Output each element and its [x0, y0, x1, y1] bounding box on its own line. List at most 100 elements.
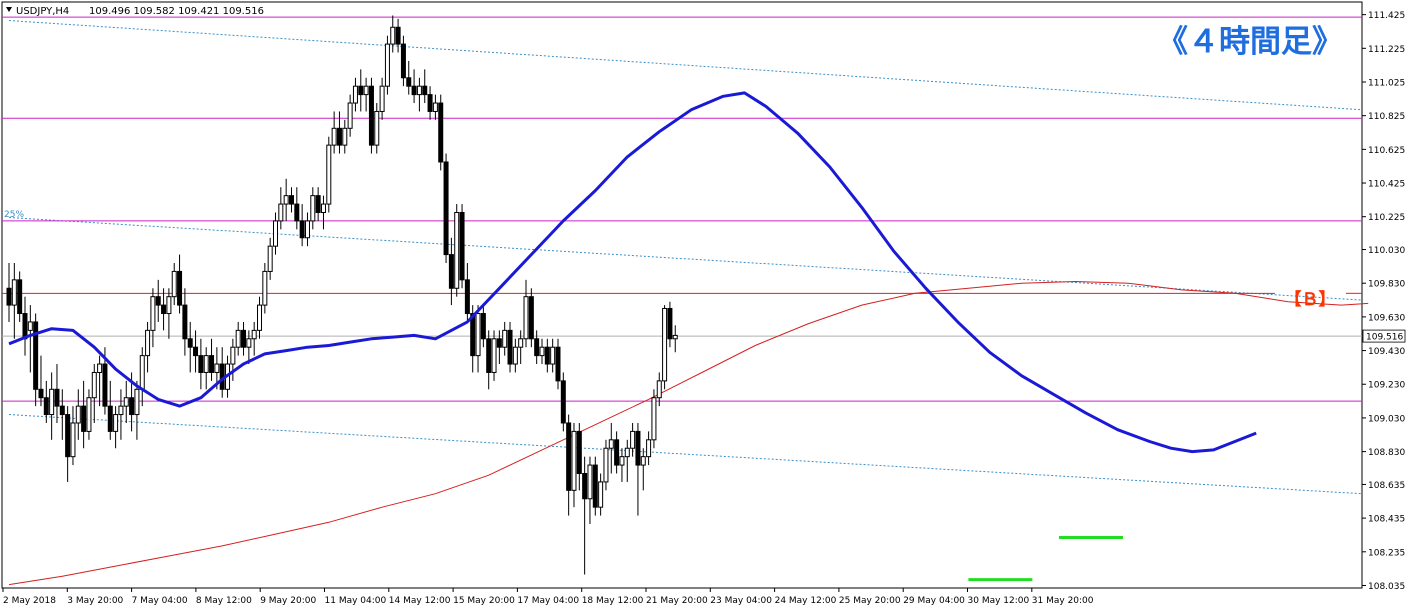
candle-body: [523, 296, 529, 340]
candle: [592, 456, 598, 516]
candle: [566, 414, 572, 516]
candle-body: [267, 245, 273, 272]
sma-fast-line: [8, 91, 1257, 454]
candle-body: [166, 296, 172, 315]
candle: [27, 305, 33, 373]
candle-body: [134, 388, 140, 416]
candle-body: [502, 329, 508, 348]
candle-body: [187, 338, 193, 348]
candle-body: [6, 287, 12, 306]
candle: [262, 263, 268, 314]
candle: [496, 330, 502, 365]
candle: [438, 94, 444, 171]
candle: [246, 330, 252, 365]
candle: [17, 271, 23, 322]
candle: [528, 288, 534, 348]
current-price-value: 109.516: [1366, 333, 1403, 343]
candle-body: [400, 43, 406, 79]
candle: [448, 237, 454, 306]
candle-body: [283, 195, 289, 205]
candle-body: [326, 144, 332, 205]
candle: [640, 448, 646, 491]
candle-body: [640, 456, 646, 466]
candle-body: [342, 127, 348, 146]
candle-body: [17, 279, 23, 315]
candle-body: [22, 313, 28, 340]
candle: [576, 422, 582, 491]
candle: [422, 69, 428, 104]
candle-body: [70, 422, 76, 458]
fib-level-label: 25%: [4, 210, 24, 220]
candle-body: [486, 338, 492, 373]
candle-body: [161, 304, 167, 315]
candle: [257, 296, 263, 339]
candle: [587, 456, 593, 525]
candle: [304, 212, 310, 247]
y-tick-label: 110.030: [1368, 246, 1405, 256]
candle-body: [235, 329, 241, 348]
current-price-tag: [1362, 329, 1406, 343]
symbol-dropdown-icon[interactable]: [6, 7, 12, 12]
candle-body: [475, 313, 481, 357]
candle-body: [129, 397, 135, 416]
candle-body: [635, 430, 641, 466]
candle: [598, 473, 604, 516]
candle-body: [560, 380, 566, 424]
candle: [651, 389, 657, 449]
candle: [358, 69, 364, 112]
candle: [518, 330, 524, 365]
candle-body: [576, 430, 582, 474]
candle-body: [81, 405, 87, 432]
candle-body: [480, 313, 486, 340]
sma-slow-line: [8, 280, 1369, 586]
candle-body: [443, 161, 449, 256]
candle-body: [667, 307, 673, 340]
candle-body: [496, 338, 502, 348]
candle: [646, 431, 652, 466]
candle-body: [113, 414, 119, 432]
candle-body: [368, 85, 374, 146]
timeframe-title: 《４時間足》: [1157, 24, 1343, 60]
candle-body: [241, 329, 247, 348]
candle-body: [614, 439, 620, 466]
candle: [560, 372, 566, 432]
channel-line: [8, 414, 1363, 495]
candle-body: [257, 304, 263, 331]
candle: [299, 204, 305, 247]
candle-body: [395, 26, 401, 45]
x-tick-label: 30 May 12:00: [968, 596, 1030, 606]
candle: [342, 119, 348, 154]
candle: [416, 77, 422, 112]
candle-body: [347, 102, 353, 129]
bottom-markers: [968, 535, 1123, 582]
candle-body: [86, 397, 92, 432]
candle: [288, 187, 294, 213]
candle: [486, 330, 492, 390]
candle-body: [555, 346, 561, 382]
candle: [315, 187, 321, 221]
x-tick-label: 21 May 20:00: [646, 596, 708, 606]
candle: [166, 288, 172, 339]
candle-body: [603, 447, 609, 483]
candle-body: [432, 102, 438, 112]
candle-body: [299, 220, 305, 239]
candle-body: [422, 85, 428, 96]
candle-body: [262, 270, 268, 306]
candle-body: [11, 279, 17, 306]
candle: [97, 355, 103, 407]
candle-body: [587, 464, 593, 500]
y-tick-label: 111.225: [1368, 45, 1405, 55]
candle: [59, 389, 65, 440]
candle-body: [331, 127, 337, 146]
plot-area: [1, 1, 1363, 589]
candle-body: [43, 397, 49, 416]
candle-body: [566, 422, 572, 491]
x-tick-label: 8 May 12:00: [196, 596, 252, 606]
y-tick-label: 109.630: [1368, 313, 1405, 323]
candle-body: [177, 270, 183, 306]
candle-body: [145, 329, 151, 357]
candle: [182, 288, 188, 356]
candle-body: [512, 346, 518, 365]
symbol-label: USDJPY,H4: [16, 6, 69, 17]
